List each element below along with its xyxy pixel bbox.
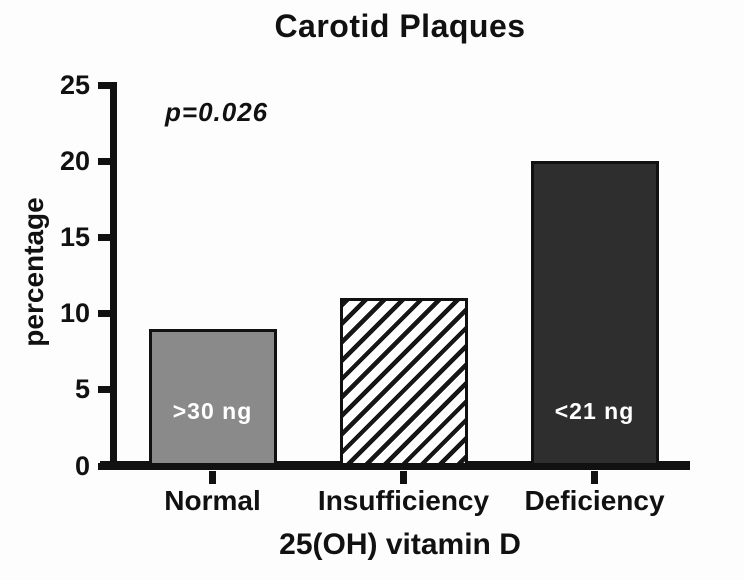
bar-deficiency: <21 ng — [530, 161, 659, 466]
y-tick-5 — [98, 386, 111, 394]
y-tick-20 — [98, 157, 111, 165]
y-tick-label-25: 25 — [59, 69, 90, 100]
y-tick-25 — [98, 81, 111, 89]
category-label-insufficiency: Insufficiency — [317, 485, 490, 516]
y-tick-label-0: 0 — [74, 450, 90, 481]
bar-normal: >30 ng — [148, 328, 277, 466]
category-label-deficiency: Deficiency — [524, 485, 665, 516]
x-axis-label: 25(OH) vitamin D — [279, 528, 521, 561]
bar-insufficiency — [339, 298, 468, 466]
plot-area: p=0.026 0 5 10 15 20 25 >30 ng <21 ng Normal In… — [60, 71, 690, 516]
x-tick-deficiency — [591, 471, 598, 484]
chart-title: Carotid Plaques — [274, 8, 526, 44]
x-tick-normal — [209, 471, 216, 484]
y-tick-label-10: 10 — [59, 298, 90, 329]
bar-inside-label-normal: >30 ng — [172, 398, 253, 424]
x-tick-insufficiency — [400, 471, 407, 484]
y-tick-15 — [98, 233, 111, 241]
y-tick-label-15: 15 — [59, 221, 90, 252]
category-label-normal: Normal — [164, 485, 261, 516]
bar-inside-label-deficiency: <21 ng — [554, 398, 635, 424]
y-tick-0 — [98, 462, 111, 470]
p-value-annotation: p=0.026 — [165, 97, 269, 127]
y-tick-10 — [98, 310, 111, 318]
y-tick-label-5: 5 — [74, 374, 90, 405]
y-axis-line — [110, 82, 117, 466]
y-axis-label: percentage — [18, 197, 49, 347]
y-tick-label-20: 20 — [59, 145, 90, 176]
